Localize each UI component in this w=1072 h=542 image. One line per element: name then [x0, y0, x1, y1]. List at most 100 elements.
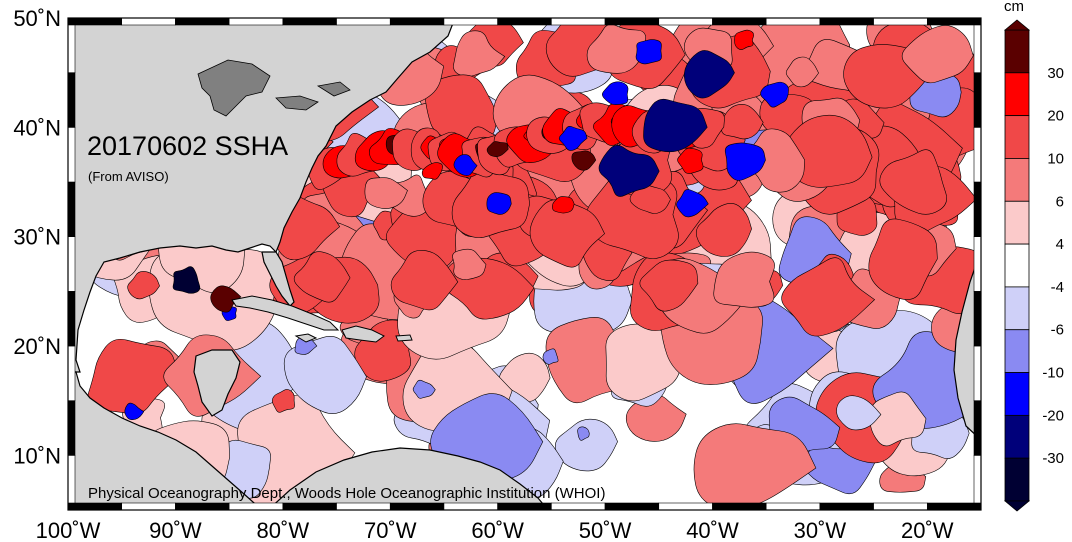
- anomaly-contour: [785, 56, 819, 88]
- colorbar-tick-label: -20: [1042, 407, 1064, 424]
- anomaly-contour: [586, 24, 646, 74]
- frame-segment: [973, 345, 982, 401]
- frame-segment: [67, 455, 76, 511]
- anomaly-contour: [124, 402, 145, 421]
- anomaly-contour: [781, 257, 876, 337]
- colorbar-tick-label: 20: [1047, 108, 1064, 125]
- frame-segment: [67, 181, 76, 237]
- frame-segment: [443, 502, 498, 511]
- anomaly-contour: [598, 145, 660, 197]
- frame-segment: [551, 502, 606, 511]
- map-frame: [67, 17, 982, 511]
- frame-segment: [973, 17, 982, 73]
- colorbar-tick-label: -10: [1042, 365, 1064, 382]
- frame-segment: [926, 502, 982, 511]
- colorbar-tick-label: -6: [1051, 322, 1064, 339]
- frame-segment: [389, 17, 445, 26]
- colorbar-ticks: 30 20 10 6 4 -4 -6 -10 -20 -30: [1042, 65, 1064, 467]
- anomaly-contour: [551, 196, 575, 214]
- frame-segment: [973, 127, 982, 183]
- frame-segment: [67, 345, 76, 401]
- frame-segment: [336, 17, 391, 26]
- anomaly-contour: [643, 98, 708, 153]
- lon-tick-label: 70˚W: [364, 518, 417, 542]
- lon-tick-label: 80˚W: [257, 518, 310, 542]
- lat-tick-label: 10˚N: [13, 443, 61, 468]
- frame-segment: [67, 17, 76, 73]
- lon-tick-label: 20˚W: [901, 518, 954, 542]
- frame-segment: [819, 17, 874, 26]
- anomaly-contour: [629, 184, 671, 214]
- frame-segment: [819, 502, 874, 511]
- frame-segment: [67, 400, 76, 456]
- colorbar-bin: [1004, 200, 1030, 245]
- frame-segment: [228, 17, 284, 26]
- anomaly-contour: [172, 266, 201, 294]
- frame-segment: [973, 400, 982, 456]
- anomaly-contour: [693, 423, 817, 510]
- land-masses: [68, 18, 981, 510]
- colorbar-bin: [1004, 115, 1030, 159]
- anomaly-contour: [452, 248, 487, 280]
- north-america-land: [68, 18, 456, 373]
- frame-segment: [67, 502, 123, 511]
- lon-tick-label: 90˚W: [149, 518, 202, 542]
- yucatan-land: [193, 349, 241, 417]
- anomaly-contour: [412, 379, 436, 399]
- lat-tick-label: 20˚N: [13, 334, 61, 359]
- anomaly-contour: [390, 249, 459, 311]
- colorbar-tick-label: -4: [1051, 279, 1064, 296]
- frame-segment: [873, 502, 928, 511]
- anomaly-contour: [868, 218, 938, 300]
- anomaly-contour: [571, 150, 597, 171]
- lat-tick-label: 40˚N: [13, 115, 61, 140]
- frame-segment: [175, 17, 230, 26]
- anomaly-contour: [635, 39, 662, 65]
- anomaly-contour: [421, 162, 443, 180]
- frame-segment: [973, 455, 982, 511]
- lon-tick-label: 50˚W: [579, 518, 632, 542]
- frame-segment: [551, 17, 606, 26]
- anomaly-contour: [639, 259, 699, 312]
- colorbar: cm 30 20 10 6 4 -4 -6 -10 -20 -30: [1003, 0, 1064, 512]
- frame-segment: [282, 17, 337, 26]
- colorbar-tick-label: -30: [1042, 450, 1064, 467]
- colorbar-bin: [1004, 243, 1030, 288]
- frame-segment: [765, 17, 821, 26]
- frame-segment: [121, 502, 176, 511]
- anomaly-contour: [901, 25, 974, 84]
- frame-segment: [497, 502, 552, 511]
- south-america-land: [267, 447, 549, 510]
- colorbar-bin: [1004, 457, 1030, 502]
- colorbar-tick-label: 30: [1047, 65, 1064, 82]
- frame-segment: [443, 17, 498, 26]
- anomaly-contour: [676, 189, 709, 218]
- frame-segment: [497, 17, 552, 26]
- cuba-land: [231, 295, 340, 331]
- colorbar-bin: [1004, 158, 1030, 202]
- frame-segment: [121, 17, 176, 26]
- anomaly-contour: [364, 177, 408, 209]
- anomaly-contour: [542, 348, 559, 365]
- lon-tick-label: 40˚W: [686, 518, 739, 542]
- colorbar-unit: cm: [1004, 0, 1024, 15]
- puerto-rico-land: [395, 334, 413, 342]
- frame-segment: [67, 236, 76, 292]
- anomaly-contour: [293, 251, 351, 303]
- colorbar-tick-label: 10: [1047, 150, 1064, 167]
- lon-tick-label: 60˚W: [471, 518, 524, 542]
- frame-segment: [658, 502, 713, 511]
- anomaly-contour: [453, 30, 506, 77]
- anomaly-contour: [869, 391, 927, 447]
- frame-segment: [336, 502, 391, 511]
- florida-land: [261, 251, 295, 307]
- map-border: [67, 17, 982, 511]
- anomaly-contour: [836, 395, 882, 431]
- lon-tick-label: 100˚W: [36, 518, 101, 542]
- anomaly-contour: [486, 192, 512, 215]
- frame-segment: [67, 127, 76, 183]
- map-subtitle: (From AVISO): [88, 169, 169, 184]
- colorbar-bin: [1004, 29, 1030, 74]
- anomaly-contour: [879, 149, 947, 215]
- great-lakes: [197, 59, 351, 117]
